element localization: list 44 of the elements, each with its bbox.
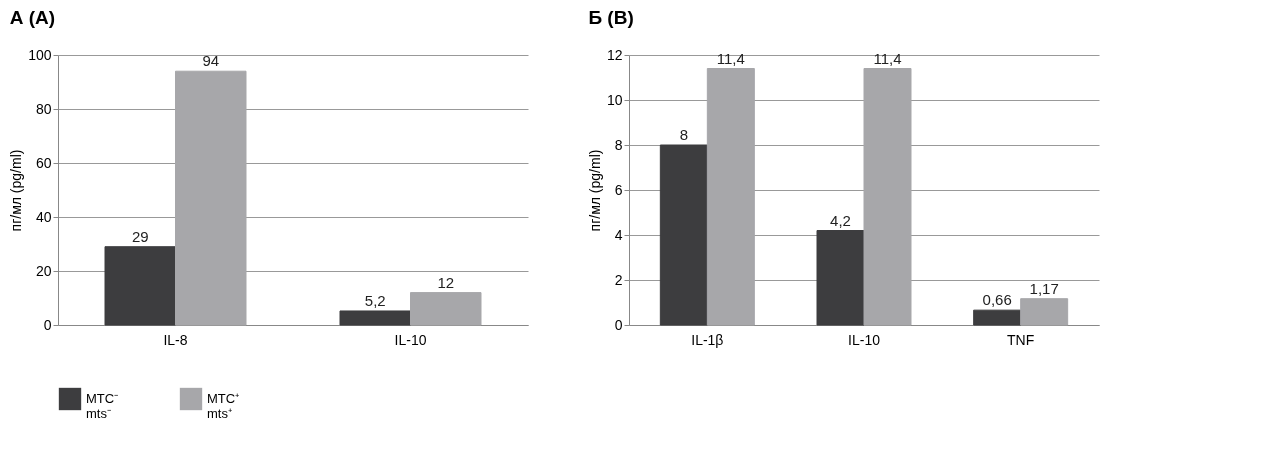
data-label: 4,2 [830,211,851,229]
x-tick-label: IL-10 [848,331,881,348]
x-tick-label: TNF [1007,331,1035,348]
y-tick-label: 80 [35,100,52,117]
bar [410,292,482,326]
y-tick-label: 40 [35,208,52,225]
y-tick-label: 100 [28,46,52,63]
y-tick-label: 60 [35,154,52,171]
y-tick-label: 20 [35,262,52,279]
y-tick-label: 0 [614,316,623,333]
bar [706,68,755,326]
data-label: 0,66 [982,291,1012,309]
data-label: 8 [679,126,689,143]
bar [863,68,912,326]
chart-title: Б (B) [588,7,634,28]
y-tick-label: 8 [614,136,623,153]
x-tick-label: IL-8 [163,331,188,348]
y-tick-label: 0 [43,316,52,333]
data-label: 11,4 [873,49,902,67]
y-tick-label: 2 [614,271,623,288]
legend-label: МТС⁺ mts⁺ [207,391,240,421]
data-label: 11,4 [716,49,745,67]
y-tick-label: 12 [606,46,623,63]
bar [339,310,411,326]
x-tick-label: IL-10 [394,331,427,348]
data-label: 94 [202,52,220,70]
data-label: 1,17 [1029,279,1059,297]
y-axis-title: пг/мл (pg/ml) [8,149,25,232]
bar [659,144,708,326]
data-label: 5,2 [364,291,386,309]
y-tick-label: 4 [614,226,623,243]
data-label: 29 [131,227,149,245]
chart-title: А (A) [9,7,56,28]
x-tick-label: IL-1β [691,331,724,348]
bar [175,70,247,326]
data-label: 12 [437,273,455,291]
bar [1020,298,1069,326]
bar [973,309,1022,326]
bar [816,230,865,326]
bar [104,246,176,326]
y-axis-title: пг/мл (pg/ml) [586,149,603,232]
y-tick-label: 6 [614,181,623,198]
y-tick-label: 10 [606,91,623,108]
legend-label: МТС⁻ mts⁻ [86,391,119,421]
